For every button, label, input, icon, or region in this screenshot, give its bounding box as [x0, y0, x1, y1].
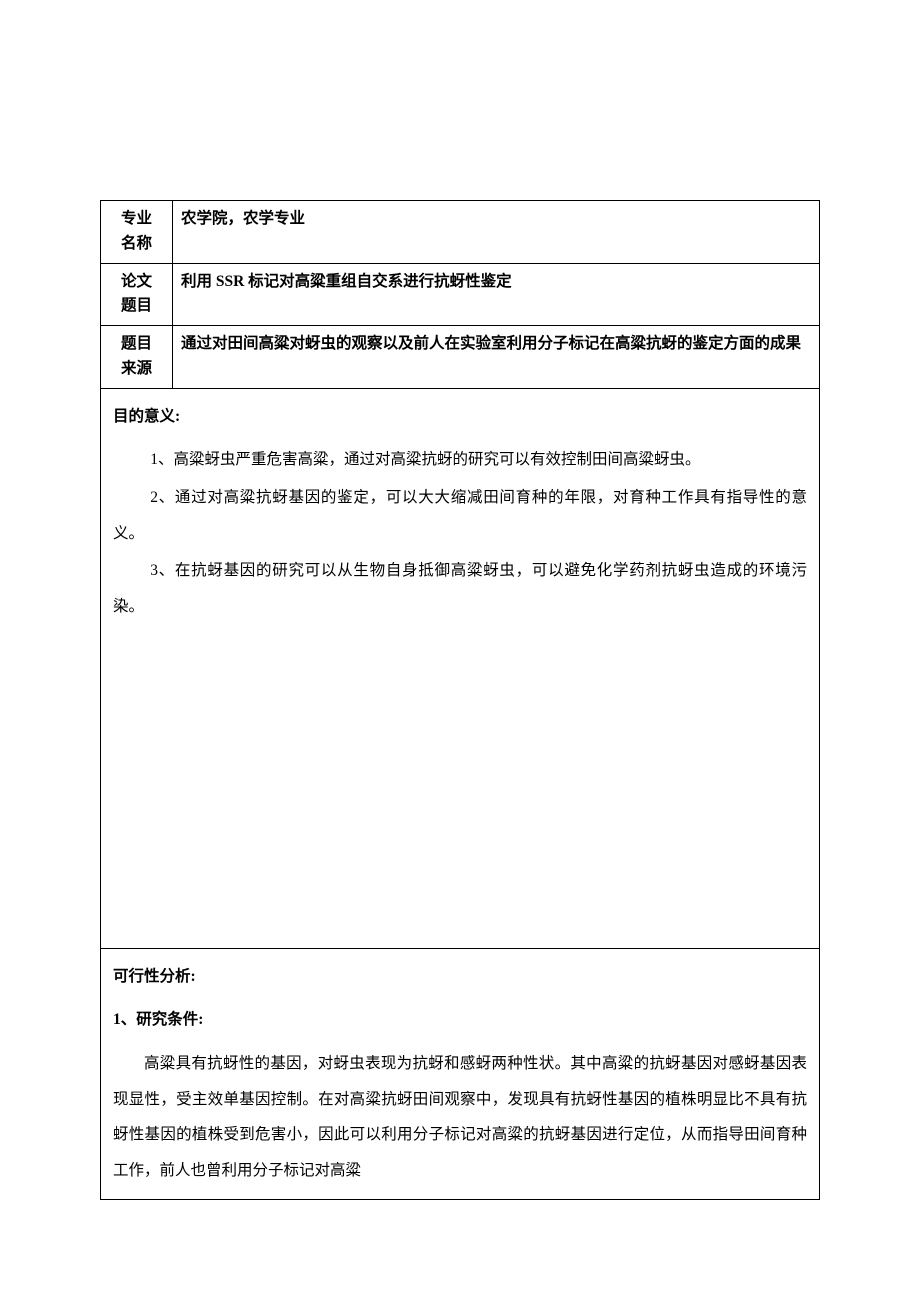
label-title: 论文 题目	[101, 263, 173, 326]
value-source: 通过对田间高粱对蚜虫的观察以及前人在实验室利用分子标记在高粱抗蚜的鉴定方面的成果	[173, 326, 820, 389]
feasibility-heading: 可行性分析:	[113, 959, 807, 995]
label-source-line1: 题目	[105, 332, 168, 357]
feasibility-subheading: 1、研究条件:	[113, 1002, 807, 1038]
row-major: 专业 名称 农学院，农学专业	[101, 201, 820, 264]
label-title-line2: 题目	[105, 294, 168, 319]
label-major-line2: 名称	[105, 232, 168, 257]
value-title: 利用 SSR 标记对高粱重组自交系进行抗蚜性鉴定	[173, 263, 820, 326]
label-major-line1: 专业	[105, 207, 168, 232]
purpose-section: 目的意义: 1、高粱蚜虫严重危害高粱，通过对高粱抗蚜的研究可以有效控制田间高粱蚜…	[101, 388, 820, 948]
row-feasibility: 可行性分析: 1、研究条件: 高粱具有抗蚜性的基因，对蚜虫表现为抗蚜和感蚜两种性…	[101, 948, 820, 1199]
purpose-item-1: 1、高粱蚜虫严重危害高粱，通过对高粱抗蚜的研究可以有效控制田间高粱蚜虫。	[113, 442, 807, 478]
thesis-proposal-table: 专业 名称 农学院，农学专业 论文 题目 利用 SSR 标记对高粱重组自交系进行…	[100, 200, 820, 1200]
label-title-line1: 论文	[105, 270, 168, 295]
value-major: 农学院，农学专业	[173, 201, 820, 264]
label-major: 专业 名称	[101, 201, 173, 264]
row-title: 论文 题目 利用 SSR 标记对高粱重组自交系进行抗蚜性鉴定	[101, 263, 820, 326]
label-source: 题目 来源	[101, 326, 173, 389]
purpose-item-3: 3、在抗蚜基因的研究可以从生物自身抵御高粱蚜虫，可以避免化学药剂抗蚜虫造成的环境…	[113, 553, 807, 624]
feasibility-section: 可行性分析: 1、研究条件: 高粱具有抗蚜性的基因，对蚜虫表现为抗蚜和感蚜两种性…	[101, 948, 820, 1199]
purpose-item-2: 2、通过对高粱抗蚜基因的鉴定，可以大大缩减田间育种的年限，对育种工作具有指导性的…	[113, 480, 807, 551]
row-purpose: 目的意义: 1、高粱蚜虫严重危害高粱，通过对高粱抗蚜的研究可以有效控制田间高粱蚜…	[101, 388, 820, 948]
row-source: 题目 来源 通过对田间高粱对蚜虫的观察以及前人在实验室利用分子标记在高粱抗蚜的鉴…	[101, 326, 820, 389]
label-source-line2: 来源	[105, 357, 168, 382]
feasibility-paragraph: 高粱具有抗蚜性的基因，对蚜虫表现为抗蚜和感蚜两种性状。其中高粱的抗蚜基因对感蚜基…	[113, 1046, 807, 1189]
purpose-heading: 目的意义:	[113, 399, 807, 435]
